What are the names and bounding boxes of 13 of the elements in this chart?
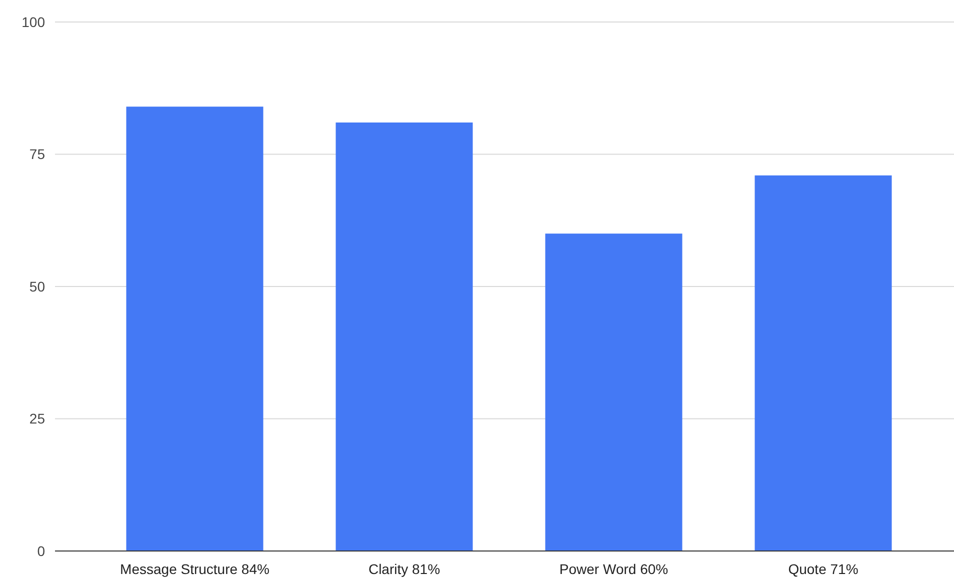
x-tick-label: Quote 71% [788, 561, 858, 577]
bar [126, 106, 264, 551]
bar [754, 175, 892, 551]
bar [545, 234, 682, 551]
y-tick-label: 0 [37, 542, 46, 559]
y-tick-label: 50 [29, 278, 46, 294]
x-tick-label: Power Word 60% [559, 561, 668, 577]
x-tick-label: Clarity 81% [368, 561, 440, 577]
y-tick-label: 100 [22, 14, 46, 30]
bar [336, 122, 473, 551]
x-tick-label: Message Structure 84% [120, 561, 270, 577]
y-tick-label: 25 [29, 410, 46, 427]
y-tick-label: 75 [29, 146, 46, 162]
